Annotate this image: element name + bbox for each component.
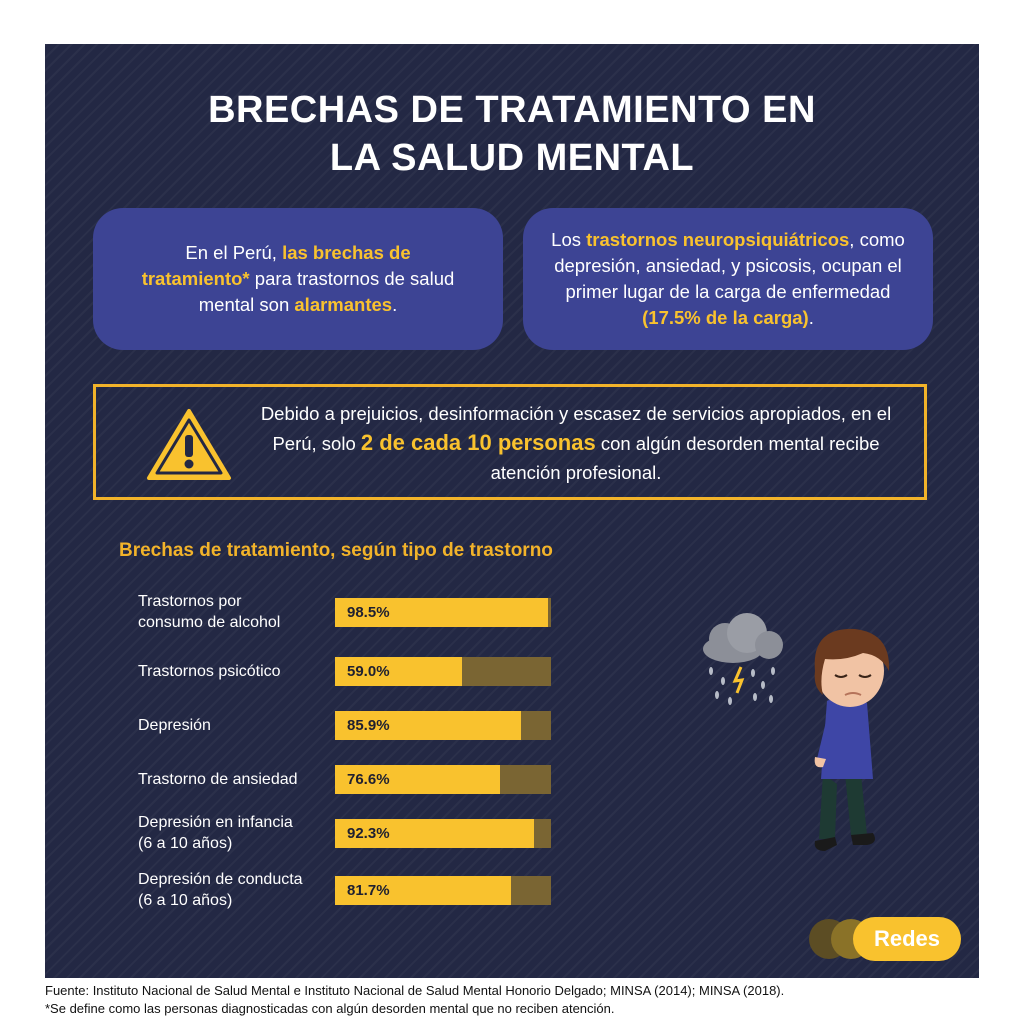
highlight-text: trastornos neuropsiquiátricos: [586, 229, 850, 250]
text-segment: para trastornos de salud mental son: [198, 268, 455, 315]
bar-label-line: Trastornos por: [138, 593, 242, 610]
page-title: BRECHAS DE TRATAMIENTO EN LA SALUD MENTA…: [45, 86, 979, 182]
bar-value-label: 81.7%: [347, 882, 390, 899]
highlight-text: alarmantes: [294, 294, 393, 315]
text-segment: Debido a prejuicios, desinformación y es…: [260, 403, 892, 454]
bar-chart: Trastornos por consumo de alcohol 98.5% Tra…: [45, 44, 979, 978]
bar-track: 98.5%: [335, 598, 551, 627]
bar-track: 85.9%: [335, 711, 551, 740]
bar-value-label: 85.9%: [347, 717, 390, 734]
bar: [335, 657, 463, 686]
warning-box: Debido a prejuicios, desinformación y es…: [93, 384, 927, 500]
bar-label: Trastorno de ansiedad: [138, 769, 328, 790]
rain-cloud-icon: [703, 613, 783, 705]
bar-label: Trastornos por consumo de alcohol: [138, 591, 328, 633]
bar: [335, 876, 512, 905]
text-segment: con algún desorden mental recibe atenció…: [490, 433, 880, 483]
warning-triangle-icon: [147, 409, 231, 480]
bar-track: 76.6%: [335, 765, 551, 794]
bar-label: Depresión en infancia (6 a 10 años): [138, 812, 328, 854]
bar-label-line: Depresión de conducta: [138, 871, 303, 888]
infographic-panel: BRECHAS DE TRATAMIENTO EN LA SALUD MENTA…: [45, 44, 979, 978]
bar-label: Depresión de conducta (6 a 10 años): [138, 869, 328, 911]
warning-text: Debido a prejuicios, desinformación y es…: [256, 399, 896, 487]
bar-label: Trastornos psicótico: [138, 661, 328, 682]
info-bubble-disorders: Los trastornos neuropsiquiátricos, como …: [523, 208, 933, 350]
redes-logo: Redes: [809, 917, 964, 961]
highlight-text: (17.5% de la carga): [642, 307, 809, 328]
title-line-1: BRECHAS DE TRATAMIENTO EN: [208, 89, 816, 131]
bar: [335, 765, 501, 794]
bar: [335, 711, 521, 740]
info-bubble-gaps: En el Perú, las brechas de tratamiento* …: [93, 208, 503, 350]
bar: [335, 598, 548, 627]
bar-track: 59.0%: [335, 657, 551, 686]
text-segment: Los: [551, 229, 587, 250]
bar-label-line: (6 a 10 años): [138, 835, 233, 852]
info-bubble-gaps-text: En el Perú, las brechas de tratamiento* …: [133, 240, 463, 318]
bar: [335, 819, 535, 848]
bar-track: 81.7%: [335, 876, 551, 905]
highlight-text: las brechas de tratamiento*: [141, 242, 411, 289]
text-segment: , como depresión, ansiedad, y psicosis, …: [554, 229, 905, 302]
bar-value-label: 59.0%: [347, 663, 390, 680]
logo-text: Redes: [853, 917, 961, 961]
source-note: Fuente: Instituto Nacional de Salud Ment…: [45, 983, 785, 998]
bar-label-line: Depresión: [138, 716, 211, 734]
bar-label-line: Trastorno de ansiedad: [138, 770, 298, 788]
text-segment: .: [808, 307, 814, 328]
bar-label-line: Trastornos psicótico: [138, 662, 281, 680]
footer: Fuente: Instituto Nacional de Salud Ment…: [45, 982, 1020, 1018]
person-figure: [814, 628, 890, 851]
bar-label-line: consumo de alcohol: [138, 614, 281, 631]
info-bubble-disorders-text: Los trastornos neuropsiquiátricos, como …: [537, 227, 919, 331]
highlight-text: 2 de cada 10 personas: [360, 430, 596, 455]
bar-value-label: 76.6%: [347, 771, 390, 788]
text-segment: .: [392, 294, 398, 315]
bar-label: Depresión: [138, 715, 328, 736]
bar-value-label: 92.3%: [347, 825, 390, 842]
bar-label-line: Depresión en infancia: [138, 814, 293, 831]
chart-title: Brechas de tratamiento, según tipo de tr…: [119, 540, 553, 561]
title-line-2: LA SALUD MENTAL: [329, 137, 695, 179]
bar-value-label: 98.5%: [347, 604, 390, 621]
text-segment: En el Perú,: [185, 242, 283, 263]
bar-label-line: (6 a 10 años): [138, 892, 233, 909]
sad-person-rain-cloud-icon: [703, 613, 890, 851]
bar-track: 92.3%: [335, 819, 551, 848]
footnote: *Se define como las personas diagnostica…: [45, 1001, 615, 1016]
